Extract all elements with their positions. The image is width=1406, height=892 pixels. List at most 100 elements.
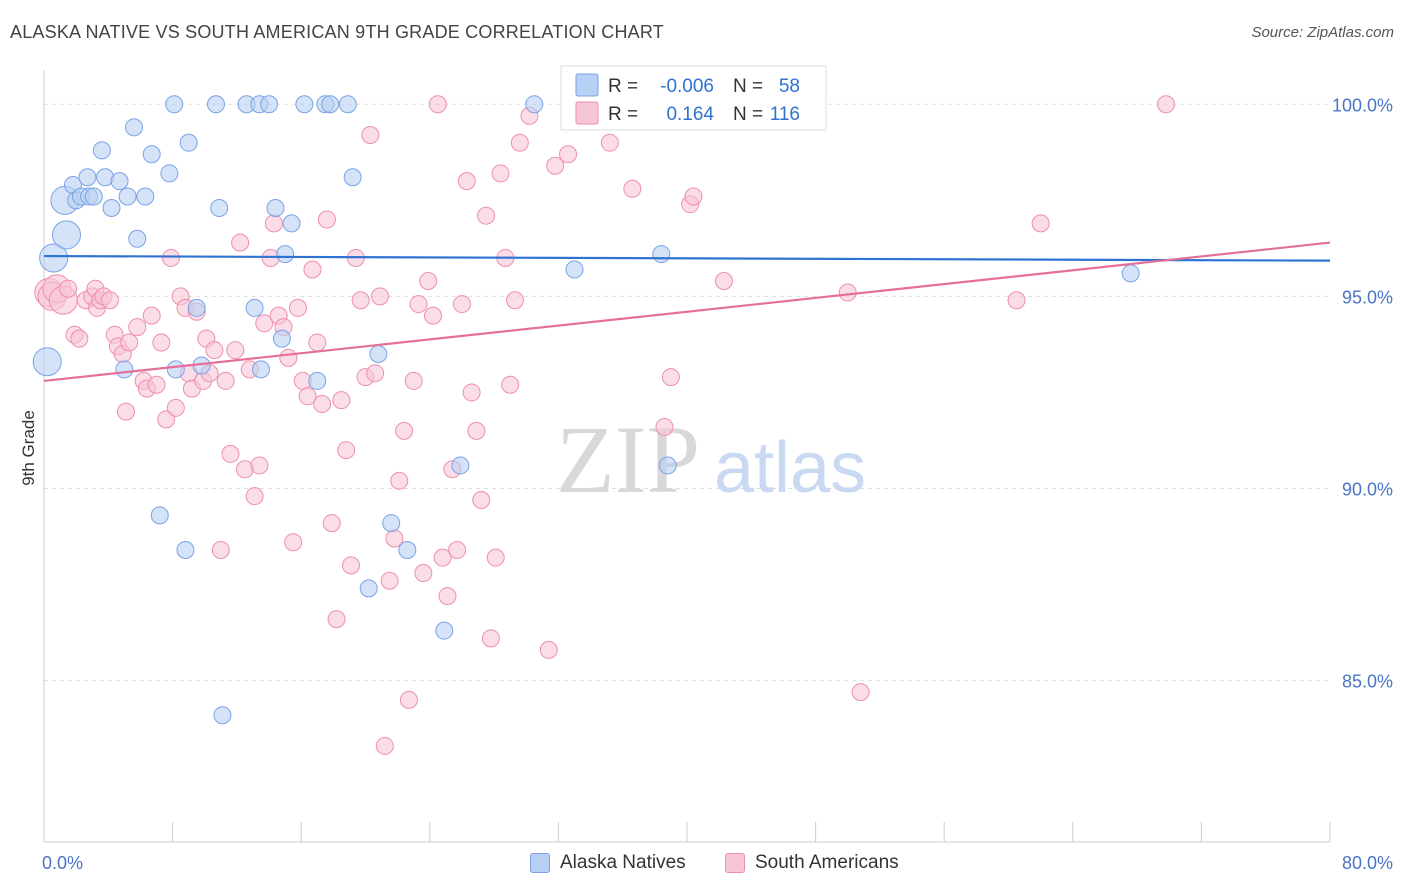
south-american-point-116 xyxy=(1157,95,1176,114)
south-american-point-90 xyxy=(467,421,486,440)
alaska-point-50 xyxy=(435,621,454,640)
watermark-atlas: atlas xyxy=(714,428,866,508)
south-american-point-69 xyxy=(366,364,385,383)
south-american-point-63 xyxy=(337,441,356,460)
alaska-point-28 xyxy=(207,95,226,114)
alaska-point-54 xyxy=(652,245,671,264)
alaska-point-38 xyxy=(276,245,295,264)
legend-r-label-2: R = xyxy=(608,104,638,125)
legend-swatch-south xyxy=(575,101,599,125)
south-american-point-17 xyxy=(116,402,135,421)
south-american-point-37 xyxy=(211,540,230,559)
y-tick-label-1: 95.0% xyxy=(1342,287,1393,307)
alaska-point-52 xyxy=(525,95,544,114)
alaska-point-22 xyxy=(165,95,184,114)
south-american-point-55 xyxy=(298,387,317,406)
alaska-point-34 xyxy=(252,360,271,379)
alaska-point-17 xyxy=(128,229,147,248)
alaska-point-44 xyxy=(338,95,357,114)
south-american-point-61 xyxy=(327,610,346,629)
south-american-point-101 xyxy=(539,640,558,659)
south-american-point-25 xyxy=(157,410,176,429)
south-american-point-115 xyxy=(1031,214,1050,233)
alaska-point-24 xyxy=(176,540,195,559)
legend-r-value-1: -0.006 xyxy=(660,76,714,97)
legend-n-value-1: 58 xyxy=(779,76,800,97)
alaska-native-points xyxy=(32,95,1140,725)
south-american-point-60 xyxy=(322,514,341,533)
alaska-point-9 xyxy=(84,187,103,206)
alaska-point-21 xyxy=(160,164,179,183)
top-legend: R = -0.006 N = 58 R = 0.164 N = 116 xyxy=(560,65,827,131)
legend-r-value-2: 0.164 xyxy=(666,104,714,125)
alaska-point-39 xyxy=(282,214,301,233)
south-american-point-19 xyxy=(128,318,147,337)
south-american-point-64 xyxy=(342,556,361,575)
tick-labels: 100.0% 95.0% 90.0% 85.0% 0.0% 80.0% xyxy=(42,95,1393,873)
south-american-point-66 xyxy=(351,291,370,310)
south-american-point-24 xyxy=(152,333,171,352)
alaska-point-3 xyxy=(52,220,82,250)
legend-label-south: South Americans xyxy=(755,852,899,873)
south-american-point-82 xyxy=(428,95,447,114)
south-american-point-76 xyxy=(399,690,418,709)
alaska-point-14 xyxy=(115,360,134,379)
south-american-point-58 xyxy=(313,394,332,413)
south-american-point-99 xyxy=(510,133,529,152)
south-american-point-4 xyxy=(59,279,78,298)
alaska-point-7 xyxy=(78,168,97,187)
south-american-point-22 xyxy=(142,306,161,325)
south-american-point-81 xyxy=(424,306,443,325)
trend-lines xyxy=(43,241,1331,383)
watermark-zip: ZIP xyxy=(556,406,700,513)
y-tick-label-3: 85.0% xyxy=(1342,672,1393,692)
south-american-point-71 xyxy=(375,736,394,755)
south-american-point-77 xyxy=(404,371,423,390)
alaska-point-12 xyxy=(102,199,121,218)
south-american-point-114 xyxy=(851,683,870,702)
south-american-point-70 xyxy=(370,287,389,306)
south-american-point-72 xyxy=(380,571,399,590)
south-american-point-113 xyxy=(838,283,857,302)
alaska-point-53 xyxy=(565,260,584,279)
y-tick-label-2: 90.0% xyxy=(1342,480,1393,500)
south-american-point-39 xyxy=(221,444,240,463)
south-american-point-27 xyxy=(166,398,185,417)
south-american-point-62 xyxy=(332,391,351,410)
south-american-point-36 xyxy=(205,341,224,360)
alaska-point-40 xyxy=(295,95,314,114)
south-american-point-48 xyxy=(264,214,283,233)
south-american-point-44 xyxy=(245,487,264,506)
south-american-point-92 xyxy=(477,206,496,225)
south-american-point-97 xyxy=(501,375,520,394)
legend-item-alaska: Alaska Natives xyxy=(530,852,686,874)
alaska-point-16 xyxy=(125,118,144,137)
south-american-point-117 xyxy=(1007,291,1026,310)
south-american-point-88 xyxy=(457,172,476,191)
alaska-point-0 xyxy=(32,347,62,377)
alaska-point-1 xyxy=(39,243,69,273)
alaska-point-25 xyxy=(179,133,198,152)
y-axis-title: 9th Grade xyxy=(19,410,38,486)
alaska-point-13 xyxy=(110,172,129,191)
alaska-point-46 xyxy=(359,579,378,598)
south-american-point-84 xyxy=(438,587,457,606)
south-american-point-83 xyxy=(433,548,452,567)
alaska-point-23 xyxy=(166,360,185,379)
alaska-point-43 xyxy=(321,95,340,114)
legend-r-label-1: R = xyxy=(608,76,638,97)
south-american-point-86 xyxy=(448,540,467,559)
south-american-point-80 xyxy=(419,272,438,291)
axes xyxy=(43,70,1331,843)
south-american-point-111 xyxy=(684,187,703,206)
south-american-point-18 xyxy=(120,333,139,352)
south-american-point-40 xyxy=(226,341,245,360)
south-american-point-102 xyxy=(546,156,565,175)
legend-swatch-south-bottom xyxy=(725,853,745,873)
south-american-point-23 xyxy=(147,375,166,394)
south-american-point-106 xyxy=(600,133,619,152)
alaska-point-32 xyxy=(245,298,264,317)
alaska-point-10 xyxy=(92,141,111,160)
legend-box xyxy=(560,65,827,131)
